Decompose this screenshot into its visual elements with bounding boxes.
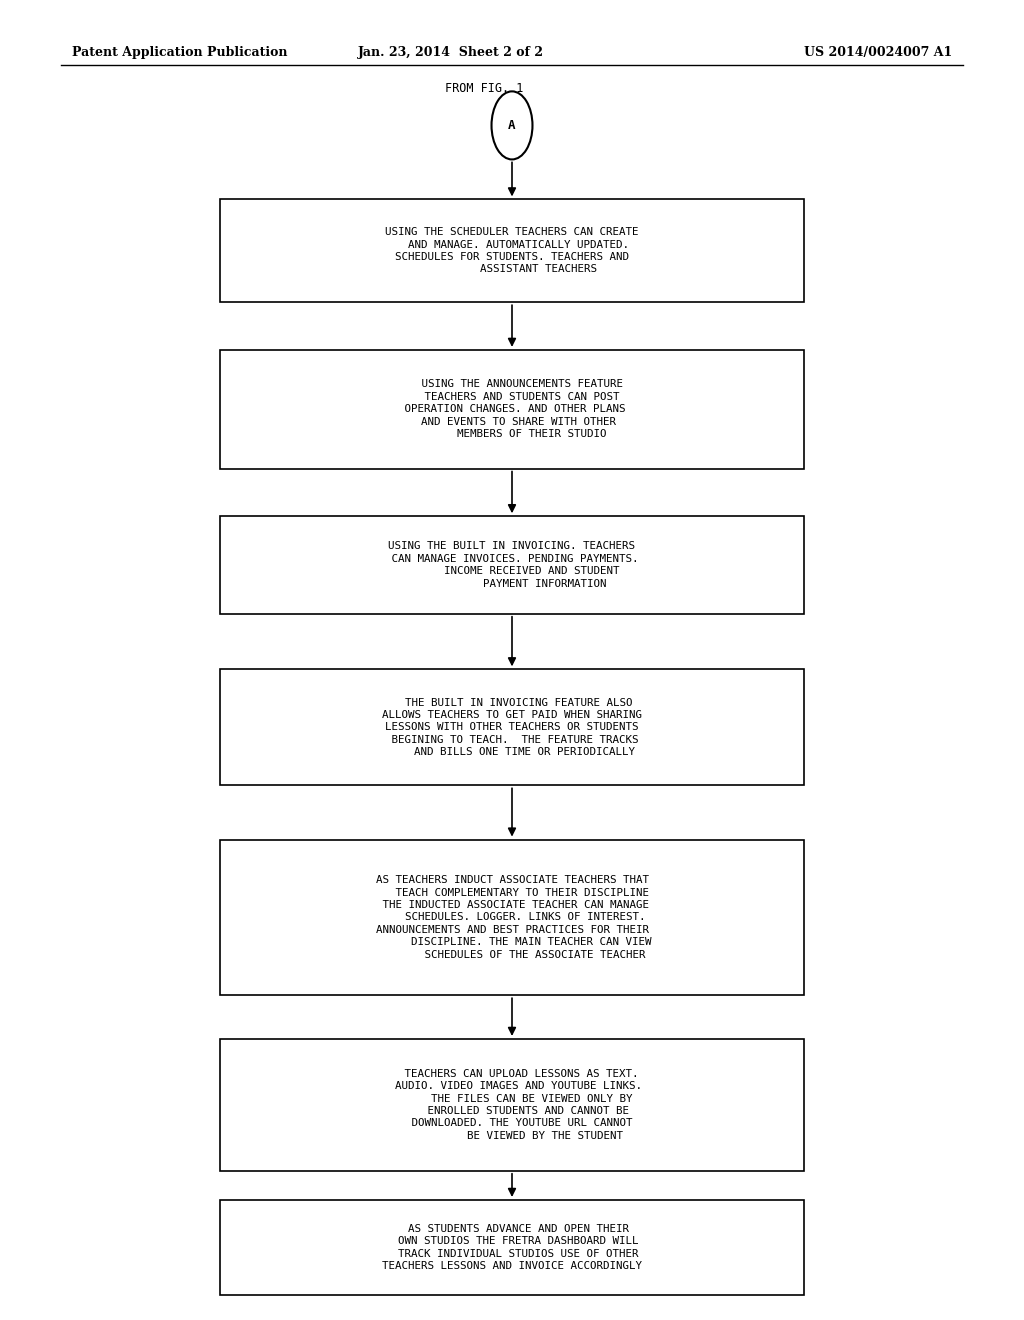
FancyBboxPatch shape <box>220 1200 804 1295</box>
Text: USING THE ANNOUNCEMENTS FEATURE
   TEACHERS AND STUDENTS CAN POST
 OPERATION CHA: USING THE ANNOUNCEMENTS FEATURE TEACHERS… <box>398 379 626 440</box>
Text: THE BUILT IN INVOICING FEATURE ALSO
ALLOWS TEACHERS TO GET PAID WHEN SHARING
LES: THE BUILT IN INVOICING FEATURE ALSO ALLO… <box>382 697 642 758</box>
Text: USING THE SCHEDULER TEACHERS CAN CREATE
  AND MANAGE. AUTOMATICALLY UPDATED.
SCH: USING THE SCHEDULER TEACHERS CAN CREATE … <box>385 227 639 275</box>
Text: AS TEACHERS INDUCT ASSOCIATE TEACHERS THAT
   TEACH COMPLEMENTARY TO THEIR DISCI: AS TEACHERS INDUCT ASSOCIATE TEACHERS TH… <box>373 875 651 960</box>
FancyBboxPatch shape <box>220 1039 804 1171</box>
FancyBboxPatch shape <box>220 840 804 995</box>
Text: USING THE BUILT IN INVOICING. TEACHERS
 CAN MANAGE INVOICES. PENDING PAYMENTS.
 : USING THE BUILT IN INVOICING. TEACHERS C… <box>385 541 639 589</box>
FancyBboxPatch shape <box>220 199 804 302</box>
FancyBboxPatch shape <box>220 669 804 785</box>
Text: AS STUDENTS ADVANCE AND OPEN THEIR
  OWN STUDIOS THE FRETRA DASHBOARD WILL
  TRA: AS STUDENTS ADVANCE AND OPEN THEIR OWN S… <box>382 1224 642 1271</box>
FancyBboxPatch shape <box>220 516 804 614</box>
FancyBboxPatch shape <box>220 350 804 469</box>
Text: FROM FIG. 1: FROM FIG. 1 <box>445 82 524 95</box>
Text: US 2014/0024007 A1: US 2014/0024007 A1 <box>804 46 952 59</box>
Text: Jan. 23, 2014  Sheet 2 of 2: Jan. 23, 2014 Sheet 2 of 2 <box>357 46 544 59</box>
Text: TEACHERS CAN UPLOAD LESSONS AS TEXT.
  AUDIO. VIDEO IMAGES AND YOUTUBE LINKS.
  : TEACHERS CAN UPLOAD LESSONS AS TEXT. AUD… <box>382 1069 642 1140</box>
Text: Patent Application Publication: Patent Application Publication <box>72 46 287 59</box>
Text: A: A <box>508 119 516 132</box>
